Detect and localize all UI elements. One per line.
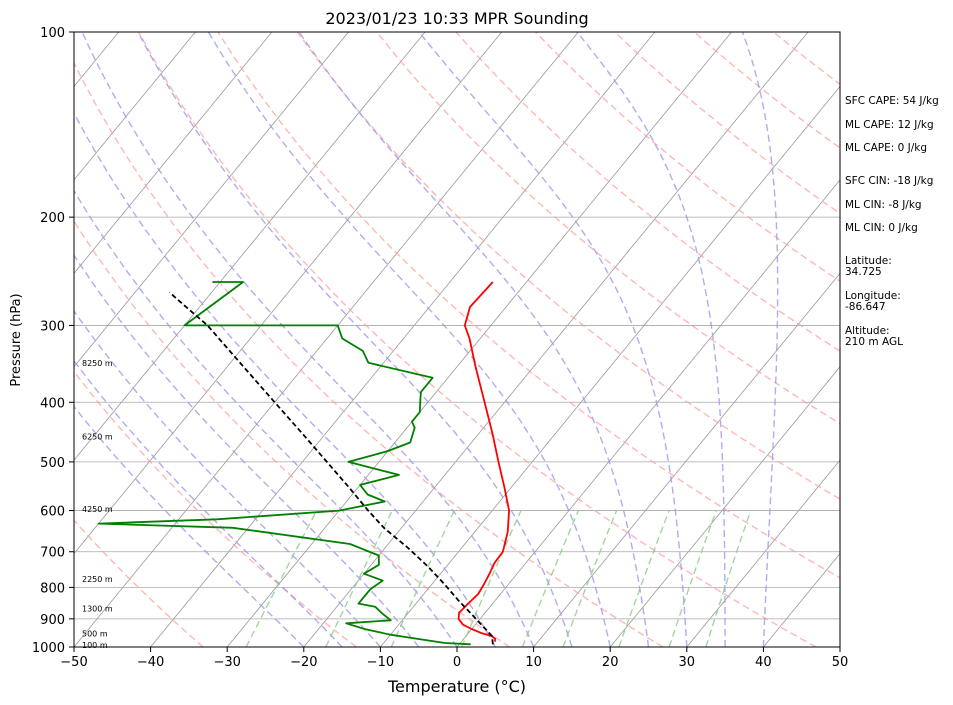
y-tick-label: 100 bbox=[40, 26, 65, 41]
mixing-ratio-line bbox=[618, 510, 670, 647]
moist-adiabat-line bbox=[207, 32, 611, 647]
y-axis: 100 200 300 400 500 600 700 800 900 1000 bbox=[32, 26, 74, 656]
y-tick-label: 400 bbox=[40, 396, 65, 411]
x-tick-label: 40 bbox=[755, 655, 772, 670]
annotation-text: Longitude: -86.647 bbox=[845, 290, 901, 313]
moist-adiabat-line bbox=[74, 405, 305, 647]
isotherm-line bbox=[686, 459, 840, 647]
isotherm-line bbox=[74, 32, 579, 647]
height-label: 2250 m bbox=[82, 575, 113, 584]
annotation-text: Altitude: 210 m AGL bbox=[845, 325, 903, 348]
y-tick-label: 1000 bbox=[32, 641, 65, 656]
height-label: 1300 m bbox=[82, 604, 113, 613]
isotherm-line bbox=[609, 366, 840, 647]
y-tick-label: 600 bbox=[40, 505, 65, 520]
dry-adiabat-line bbox=[74, 370, 357, 647]
moist-adiabat-line bbox=[74, 189, 458, 647]
dry-adiabat-line bbox=[455, 32, 840, 352]
isotherm-line bbox=[226, 32, 732, 647]
annotation-text: SFC CIN: -18 J/kg bbox=[845, 175, 933, 187]
annotation-text: ML CAPE: 12 J/kg bbox=[845, 119, 934, 131]
x-tick-label: −30 bbox=[213, 655, 240, 670]
moist-adiabat-line bbox=[81, 32, 535, 647]
x-tick-label: 30 bbox=[679, 655, 696, 670]
x-axis-label: Temperature (°C) bbox=[387, 677, 526, 696]
moist-adiabat-line bbox=[74, 359, 343, 647]
y-tick-label: 700 bbox=[40, 546, 65, 561]
y-tick-label: 500 bbox=[40, 456, 65, 471]
moist-adiabat-line bbox=[418, 32, 688, 647]
height-label: 8250 m bbox=[82, 359, 113, 368]
isotherm-line bbox=[74, 32, 426, 461]
dry-adiabat-line bbox=[137, 32, 817, 647]
mixing-ratio-line bbox=[521, 510, 579, 647]
x-tick-label: −10 bbox=[367, 655, 394, 670]
y-tick-label: 200 bbox=[40, 211, 65, 226]
mixing-ratio-line bbox=[562, 510, 618, 647]
chart-title: 2023/01/23 10:33 MPR Sounding bbox=[325, 9, 588, 28]
x-tick-label: 10 bbox=[525, 655, 542, 670]
x-axis: −50 −40 −30 −20 −10 0 10 20 30 40 50 bbox=[60, 647, 848, 670]
isotherm-line bbox=[74, 32, 273, 274]
isotherm-line bbox=[74, 32, 503, 555]
annotation-text: Latitude: 34.725 bbox=[845, 255, 892, 278]
x-tick-label: 0 bbox=[453, 655, 461, 670]
dry-adiabat-line bbox=[376, 32, 840, 425]
series-line-2 bbox=[97, 281, 471, 646]
moist-adiabat-line bbox=[74, 254, 420, 647]
annotation-text: SFC CAPE: 54 J/kg bbox=[845, 95, 939, 107]
moist-adiabat-line bbox=[137, 32, 573, 647]
x-tick-label: −50 bbox=[60, 655, 87, 670]
annotation-panel: SFC CAPE: 54 J/kg ML CAPE: 12 J/kg ML CAPE… bbox=[845, 95, 939, 348]
isotherm-line bbox=[456, 179, 840, 647]
mixing-ratio-line bbox=[668, 510, 717, 647]
isotherm-line bbox=[74, 32, 349, 368]
height-label: 4250 m bbox=[82, 505, 113, 514]
isotherm-line bbox=[380, 85, 840, 647]
y-axis-label: Pressure (hPa) bbox=[9, 293, 24, 386]
series-line-3 bbox=[168, 291, 494, 645]
dry-adiabat-line bbox=[74, 61, 664, 647]
series-line-1 bbox=[457, 281, 510, 642]
height-label: 6250 m bbox=[82, 433, 113, 442]
series-group bbox=[97, 281, 510, 646]
height-labels: 100 m 500 m 1300 m 2250 m 4250 m 6250 m 8250 m bbox=[82, 359, 113, 650]
isotherm-line bbox=[533, 272, 840, 647]
height-label: 100 m bbox=[82, 641, 108, 650]
isotherm-line bbox=[150, 32, 656, 647]
y-tick-label: 800 bbox=[40, 581, 65, 596]
x-tick-label: 20 bbox=[602, 655, 619, 670]
y-tick-label: 300 bbox=[40, 319, 65, 334]
moist-adiabat-line bbox=[741, 32, 779, 647]
annotation-text: ML CAPE: 0 J/kg bbox=[845, 142, 927, 154]
dry-adiabat-line bbox=[217, 32, 840, 579]
mixing-ratio-line bbox=[705, 510, 752, 647]
dry-adiabat-line bbox=[534, 32, 840, 282]
background-lines bbox=[74, 32, 840, 647]
moist-adiabat-line bbox=[576, 32, 726, 647]
annotation-text: ML CIN: -8 J/kg bbox=[845, 199, 922, 211]
mixing-ratio-line bbox=[325, 510, 393, 647]
x-tick-label: −20 bbox=[290, 655, 317, 670]
x-tick-label: 50 bbox=[832, 655, 849, 670]
annotation-text: ML CIN: 0 J/kg bbox=[845, 222, 918, 234]
mixing-ratio-line bbox=[245, 510, 318, 647]
moist-adiabat-line bbox=[74, 309, 381, 647]
height-label: 500 m bbox=[82, 629, 108, 638]
dry-adiabat-line bbox=[296, 32, 840, 500]
isotherm-line bbox=[74, 32, 196, 181]
x-tick-label: −40 bbox=[137, 655, 164, 670]
isotherm-line bbox=[303, 32, 809, 647]
y-tick-label: 900 bbox=[40, 613, 65, 628]
